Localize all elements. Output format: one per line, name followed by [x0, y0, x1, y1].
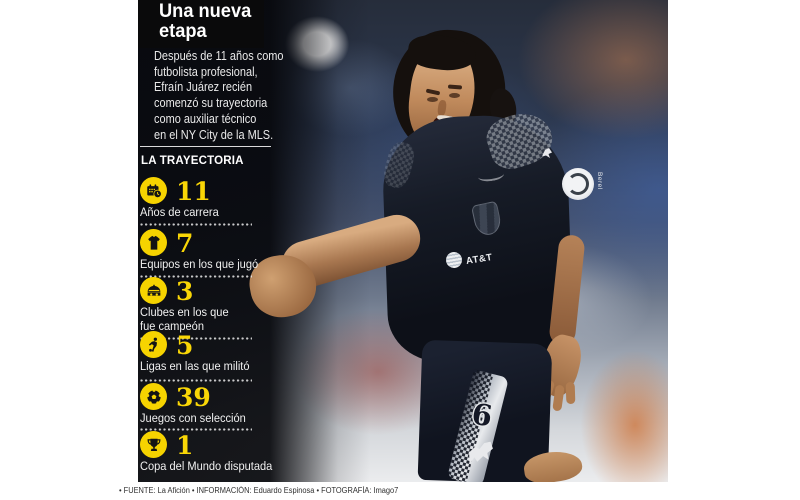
stat-row-world-cup: 1 Copa del Mundo disputada — [140, 431, 310, 474]
puma-logo-chest — [542, 148, 552, 158]
stat-label: Clubes en los que fue campeón — [140, 305, 229, 333]
soccer-ball-icon — [140, 383, 167, 410]
title-box: Una nueva etapa — [138, 0, 265, 48]
player-eye-left — [427, 97, 438, 102]
dotted-separator — [140, 428, 252, 431]
stadium-icon — [140, 277, 167, 304]
berel-logo-swirl — [567, 173, 589, 195]
stat-row-caps: 39 Juegos con selección — [140, 383, 310, 426]
page-title-line2: etapa — [159, 21, 207, 42]
dotted-separator — [140, 223, 252, 226]
stat-label: Equipos en los que jugó — [140, 257, 259, 271]
stat-value: 11 — [176, 177, 211, 206]
calendar-clock-icon — [140, 177, 167, 204]
stat-value: 7 — [176, 229, 194, 258]
stat-row-teams: 7 Equipos en los que jugó — [140, 229, 310, 272]
trophy-icon — [140, 431, 167, 458]
dotted-separator — [140, 337, 252, 340]
stat-value: 1 — [176, 431, 194, 460]
stadium-photo: Berel AT&T 6 Una nueva etapa — [138, 0, 668, 482]
stat-value: 5 — [176, 331, 194, 360]
player-finger-3 — [565, 381, 576, 405]
section-divider — [140, 146, 271, 147]
stat-row-leagues: 5 Ligas en las que militó — [140, 331, 310, 374]
credits-footer: • FUENTE: La Afición • INFORMACIÓN: Edua… — [119, 486, 399, 495]
berel-sponsor-text: Berel — [596, 172, 603, 190]
page-title-line1: Una nueva — [159, 1, 252, 22]
stat-label: Años de carrera — [140, 205, 219, 219]
stat-value: 39 — [176, 383, 211, 412]
intro-paragraph: Después de 11 años como futbolista profe… — [154, 49, 284, 142]
stat-label: Ligas en las que militó — [140, 359, 250, 373]
jersey-icon — [140, 229, 167, 256]
stat-value: 3 — [176, 277, 194, 306]
section-heading: LA TRAYECTORIA — [141, 155, 244, 167]
stat-row-champion-clubs: 3 Clubes en los que fue campeón — [140, 277, 310, 334]
stat-label: Copa del Mundo disputada — [140, 459, 273, 473]
soccer-player-icon — [140, 331, 167, 358]
berel-logo-circle — [562, 168, 594, 200]
player-eye-right — [449, 93, 460, 98]
dotted-separator — [140, 275, 252, 278]
stat-row-career-years: 11 Años de carrera — [140, 177, 310, 220]
stat-label: Juegos con selección — [140, 411, 246, 425]
dotted-separator — [140, 379, 252, 382]
